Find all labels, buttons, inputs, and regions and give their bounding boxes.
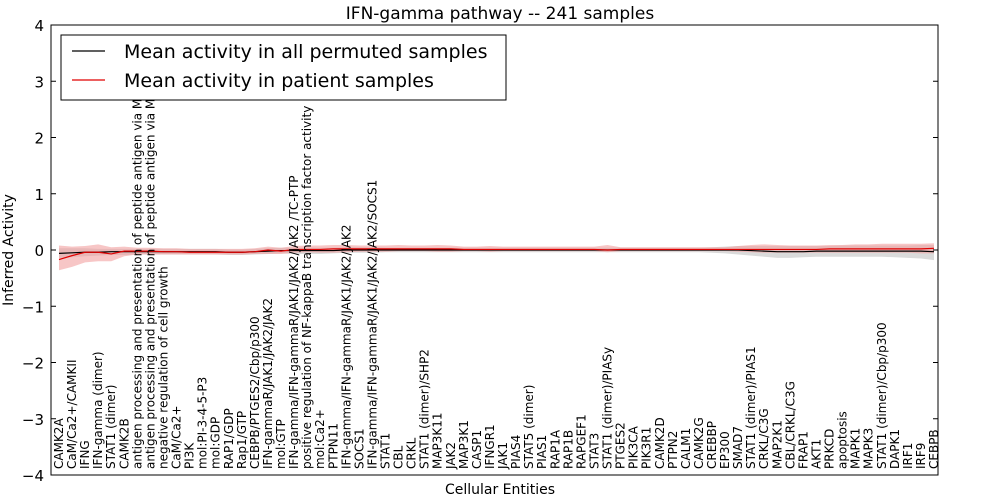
category-labels: CAMK2A CaM/Ca2+/CAMKII IFNG IFN-gamma (dime… [52,37,941,470]
category-label: STAT3 [587,433,601,469]
legend-label-patient: Mean activity in patient samples [124,70,434,92]
category-label: PIK3R1 [640,427,654,469]
category-label: mol:GTP [274,419,288,469]
category-label: CAMK2A [52,418,66,469]
category-label: STAT1 (dimer)/PIAS1 [744,346,758,469]
category-label: CaM/Ca2+ [170,405,184,469]
category-label: PIAS4 [509,435,523,469]
category-label: MAP2K1 [770,420,784,469]
y-tick-label: −3 [22,411,44,429]
category-label: MAPK3 [862,428,876,469]
y-tick-label: 1 [34,186,44,204]
category-label: SMAD7 [731,426,745,469]
x-axis-label: Cellular Entities [445,482,555,498]
category-label: IFN-gamma/IFN-gammaR/JAK1/JAK2/JAK2/SOCS… [365,180,379,469]
category-label: RAPGEF1 [574,414,588,469]
category-label: Rap1/GTP [235,411,249,469]
category-label: PTGES2 [614,422,628,469]
category-label: STAT5 (dimer) [522,385,536,469]
category-label: RAP1A [548,429,562,469]
y-tick-label: 3 [34,73,44,91]
category-label: MAP3K11 [431,412,445,469]
category-label: AKT1 [809,439,823,469]
category-label: IFN-gamma/IFN-gammaR/JAK1/JAK2/JAK2 [339,224,353,469]
category-label: IRF1 [901,443,915,469]
category-label: JAK2 [444,442,458,470]
category-label: EP300 [718,431,732,469]
category-label: PTPN11 [326,423,340,469]
category-label: antigen processing and presentation of p… [130,40,144,469]
y-tick-label: 2 [34,130,44,148]
category-label: negative regulation of cell growth [156,266,170,469]
category-label: DAPK1 [888,429,902,469]
category-label: FRAP1 [796,431,810,469]
category-label: IFNG [78,440,92,469]
category-label: RAP1B [561,430,575,469]
category-label: IFN-gamma/IFN-gammaR/JAK1/JAK2/JAK2 /TC-… [287,175,301,469]
y-tick-label: −4 [22,467,44,485]
category-label: CAMK2B [117,418,131,469]
category-label: STAT1 (dimer)/SHP2 [418,349,432,469]
category-label: CRKL/C3G [757,408,771,469]
line-series-1 [58,247,935,261]
category-label: CAMK2G [692,417,706,469]
category-label: apoptosis [836,411,850,469]
category-label: positive regulation of NF-kappaB transcr… [300,106,314,469]
category-label: CBL/CRKL/C3G [783,381,797,469]
category-label: mol:Ca2+ [313,409,327,469]
category-label: MAPK1 [849,428,863,469]
category-label: PIAS1 [535,435,549,469]
category-label: IFN-gamma (dimer) [91,351,105,469]
y-tick-label: 4 [34,17,44,35]
category-label: STAT1 (dimer)/Cbp/p300 [875,322,889,469]
category-label: mol:GDP [209,417,223,469]
category-label: STAT1 [378,433,392,469]
category-label: mol:PI-3-4-5-P3 [196,377,210,469]
category-label: SOCS1 [352,428,366,469]
y-tick-label: 0 [34,242,44,260]
chart-title: IFN-gamma pathway -- 241 samples [346,4,655,24]
series-lines [58,247,935,261]
category-label: CAMK2D [653,417,667,469]
legend-box [60,34,507,101]
category-label: STAT1 (dimer)/PIASy [601,347,615,469]
category-label: RAP1/GDP [222,408,236,469]
category-label: CEBPB/PTGES2/Cbp/p300 [248,316,262,469]
legend-label-permuted: Mean activity in all permuted samples [124,41,487,63]
y-tick-label: −2 [22,355,44,373]
category-label: PIK3CA [627,425,641,469]
y-axis-label: Inferred Activity [1,194,17,306]
category-label: CaM/Ca2+/CAMKII [65,360,79,469]
category-label: CRKL [405,437,419,469]
category-label: MAP3K1 [457,420,471,469]
category-label: CBL [392,445,406,469]
category-label: IFNGR1 [483,424,497,469]
category-label: IFN-gammaR/JAK1/JAK2/JAK2 [261,298,275,469]
category-label: CASP1 [470,430,484,469]
category-label: PTPN2 [666,431,680,469]
category-label: antigen processing and presentation of p… [143,37,157,469]
category-label: STAT1 (dimer) [104,385,118,469]
legend: Mean activity in all permuted samples Me… [60,34,507,101]
category-label: CEBPB [927,429,941,469]
category-label: CREBBP [705,421,719,469]
category-label: IRF9 [914,443,928,469]
category-label: JAK1 [496,442,510,470]
category-label: PI3K [183,442,197,469]
y-axis: 4 3 2 1 0 −1 −2 −3 −4 [22,17,938,485]
y-tick-label: −1 [22,298,44,316]
category-label: CALM1 [679,428,693,469]
category-label: PRKCD [823,429,837,469]
